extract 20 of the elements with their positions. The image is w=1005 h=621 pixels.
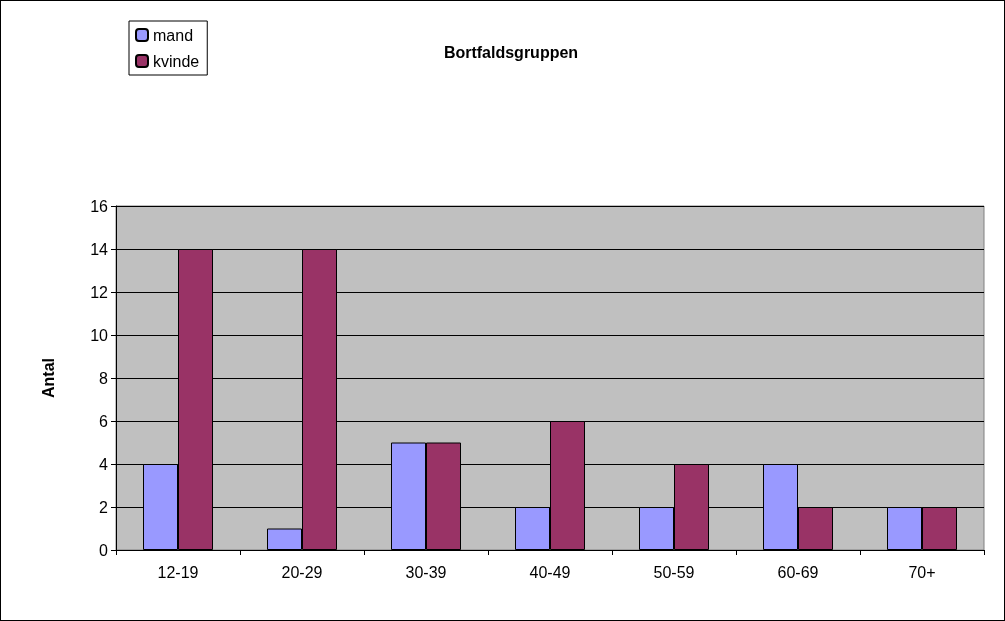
x-tick-label: 50-59 <box>653 563 695 581</box>
y-tick-label: 8 <box>99 369 109 387</box>
y-tick-label: 6 <box>99 412 109 430</box>
x-tick-label: 70+ <box>908 563 936 581</box>
y-tick-label: 4 <box>99 455 109 473</box>
y-tick-label: 2 <box>99 498 109 516</box>
y-tick-label: 10 <box>90 326 109 344</box>
x-tick-label: 30-39 <box>405 563 447 581</box>
x-tick-label: 20-29 <box>281 563 323 581</box>
x-tick-label: 40-49 <box>529 563 571 581</box>
x-tick-label: 60-69 <box>777 563 819 581</box>
legend-label: kvinde <box>153 52 200 70</box>
legend-label: mand <box>153 26 194 44</box>
chart-title: Bortfaldsgruppen <box>443 43 579 61</box>
y-tick-label: 12 <box>90 283 109 301</box>
x-tick-label: 12-19 <box>157 563 199 581</box>
y-tick-label: 14 <box>90 240 109 258</box>
y-axis-title: Antal <box>39 358 57 398</box>
y-tick-label: 0 <box>99 541 109 559</box>
y-tick-label: 16 <box>90 197 109 215</box>
